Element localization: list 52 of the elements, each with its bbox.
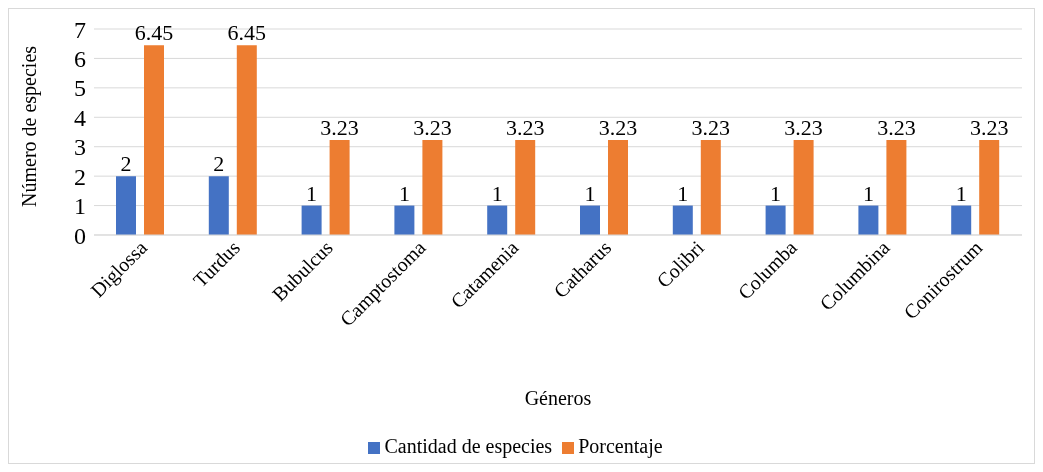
bar — [394, 205, 415, 235]
y-tick-label: 6 — [74, 45, 86, 72]
data-label: 1 — [491, 180, 503, 206]
bar — [580, 205, 600, 235]
data-label: 3.23 — [598, 114, 638, 140]
data-label: 3.23 — [320, 114, 359, 140]
bar — [116, 176, 136, 235]
data-label: 6.45 — [227, 20, 267, 46]
y-tick-label: 1 — [74, 193, 86, 220]
bar — [422, 139, 443, 235]
bar — [487, 205, 508, 235]
data-label: 6.45 — [134, 20, 174, 46]
data-label: 1 — [677, 180, 689, 206]
bar — [672, 205, 693, 235]
x-axis-title: Géneros — [524, 387, 592, 409]
data-label: 3.23 — [784, 114, 823, 140]
data-label: 1 — [398, 180, 410, 206]
data-label: 2 — [120, 151, 132, 177]
data-label: 1 — [955, 180, 967, 206]
bar — [301, 205, 322, 235]
bar — [793, 139, 814, 235]
bar — [886, 139, 907, 235]
bar — [979, 139, 1000, 235]
data-label: 3.23 — [505, 114, 545, 140]
bar — [700, 139, 721, 235]
legend-label: Porcentaje — [578, 435, 663, 457]
bar — [329, 139, 350, 235]
y-tick-label: 5 — [74, 75, 86, 102]
data-label: 2 — [213, 151, 225, 177]
bar — [951, 205, 972, 235]
bar — [765, 205, 786, 235]
legend-label: Cantidad de especies — [384, 435, 553, 457]
y-tick-label: 3 — [74, 134, 86, 161]
y-axis-title: Número de especies — [18, 45, 42, 207]
bar — [858, 205, 879, 235]
y-tick-label: 0 — [74, 222, 86, 249]
bar — [144, 45, 164, 235]
data-label: 1 — [770, 180, 782, 206]
data-label: 1 — [584, 180, 596, 206]
bar — [515, 139, 536, 235]
bar — [236, 45, 257, 235]
data-label: 3.23 — [691, 114, 731, 140]
y-tick-label: 2 — [74, 163, 86, 190]
data-label: 1 — [862, 180, 874, 206]
y-tick-label: 4 — [74, 104, 86, 131]
data-label: 3.23 — [877, 114, 916, 140]
y-tick-label: 7 — [74, 16, 86, 43]
data-label: 3.23 — [969, 114, 1009, 140]
data-label: 3.23 — [413, 114, 452, 140]
data-label: 1 — [306, 180, 318, 206]
bar — [208, 176, 229, 235]
bar — [608, 139, 628, 235]
